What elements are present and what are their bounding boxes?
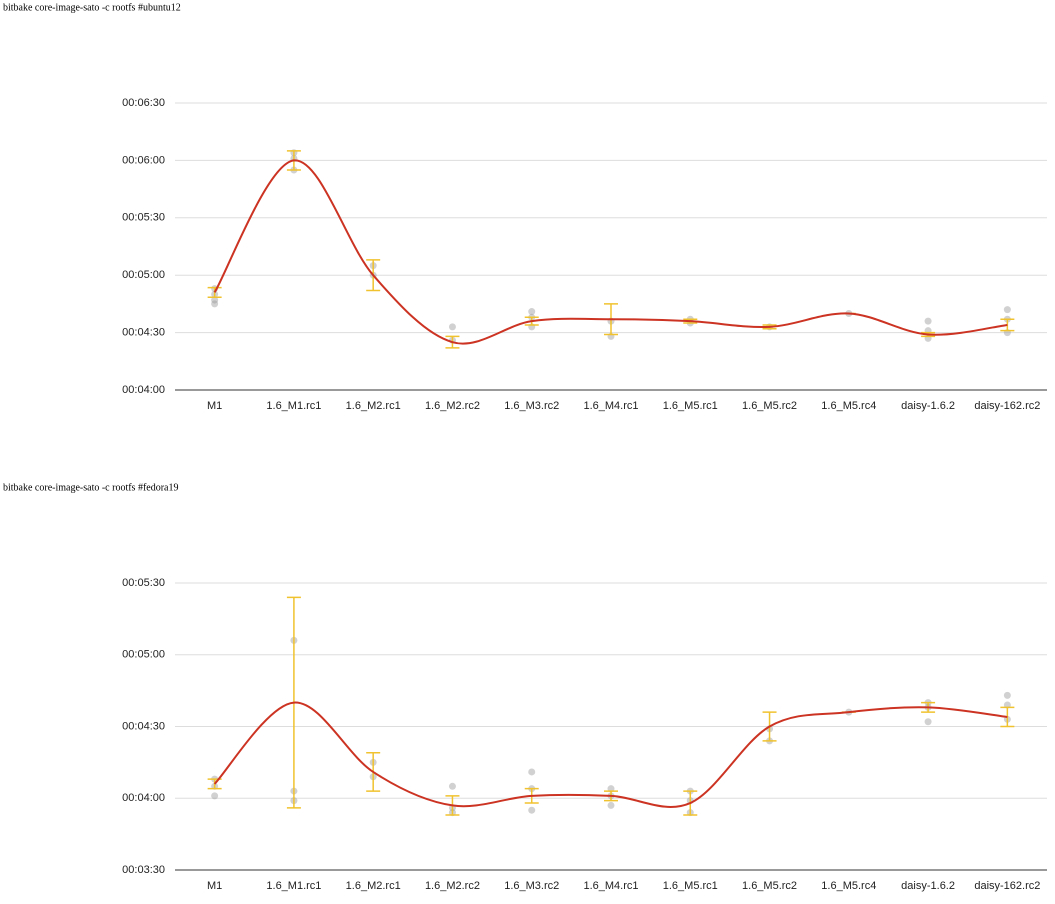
sample-point	[1003, 691, 1011, 699]
y-tick-label: 00:05:30	[122, 577, 165, 589]
x-tick-label: 1.6_M2.rc2	[425, 880, 480, 892]
x-tick-label: 1.6_M4.rc1	[583, 400, 638, 412]
x-tick-label: M1	[207, 400, 222, 412]
x-tick-label: 1.6_M5.rc1	[663, 400, 718, 412]
mean-line	[213, 701, 1008, 808]
x-tick-label: 1.6_M2.rc1	[346, 880, 401, 892]
x-tick-label: 1.6_M5.rc4	[821, 400, 876, 412]
x-tick-label: 1.6_M2.rc2	[425, 400, 480, 412]
x-tick-label: daisy-162.rc2	[974, 880, 1040, 892]
y-tick-label: 00:05:00	[122, 649, 165, 661]
x-tick-label: daisy-1.6.2	[901, 880, 955, 892]
x-tick-label: 1.6_M4.rc1	[583, 880, 638, 892]
y-tick-label: 00:04:30	[122, 327, 165, 339]
chart: bitbake core-image-sato -c rootfs #fedor…	[3, 482, 1047, 892]
sample-point	[448, 323, 456, 331]
y-tick-label: 00:06:30	[122, 97, 165, 109]
y-tick-label: 00:04:00	[122, 792, 165, 804]
y-tick-label: 00:04:30	[122, 720, 165, 732]
mean-line	[213, 159, 1008, 345]
x-tick-label: M1	[207, 880, 222, 892]
x-tick-label: daisy-162.rc2	[974, 400, 1040, 412]
y-tick-label: 00:05:30	[122, 212, 165, 224]
chart: bitbake core-image-sato -c rootfs #ubunt…	[3, 2, 1047, 412]
x-tick-label: 1.6_M5.rc4	[821, 880, 876, 892]
chart-title: bitbake core-image-sato -c rootfs #ubunt…	[3, 2, 181, 13]
sample-point	[211, 296, 219, 304]
sample-point	[924, 317, 932, 325]
sample-point	[211, 300, 219, 308]
sample-point	[528, 806, 536, 814]
y-tick-label: 00:04:00	[122, 384, 165, 396]
x-tick-label: 1.6_M5.rc2	[742, 400, 797, 412]
y-tick-label: 00:06:00	[122, 154, 165, 166]
x-tick-label: daisy-1.6.2	[901, 400, 955, 412]
chart-title: bitbake core-image-sato -c rootfs #fedor…	[3, 482, 178, 493]
sample-point	[924, 718, 932, 726]
y-tick-label: 00:03:30	[122, 864, 165, 876]
x-tick-label: 1.6_M5.rc1	[663, 880, 718, 892]
x-tick-label: 1.6_M3.rc2	[504, 400, 559, 412]
sample-point	[1003, 306, 1011, 314]
x-tick-label: 1.6_M1.rc1	[266, 400, 321, 412]
x-tick-label: 1.6_M5.rc2	[742, 880, 797, 892]
sample-point	[528, 308, 536, 316]
y-tick-label: 00:05:00	[122, 269, 165, 281]
x-tick-label: 1.6_M2.rc1	[346, 400, 401, 412]
sample-point	[448, 782, 456, 790]
sample-point	[211, 792, 219, 800]
x-tick-label: 1.6_M1.rc1	[266, 880, 321, 892]
sample-point	[607, 801, 615, 809]
sample-point	[528, 768, 536, 776]
error-bar	[207, 286, 222, 298]
x-tick-label: 1.6_M3.rc2	[504, 880, 559, 892]
